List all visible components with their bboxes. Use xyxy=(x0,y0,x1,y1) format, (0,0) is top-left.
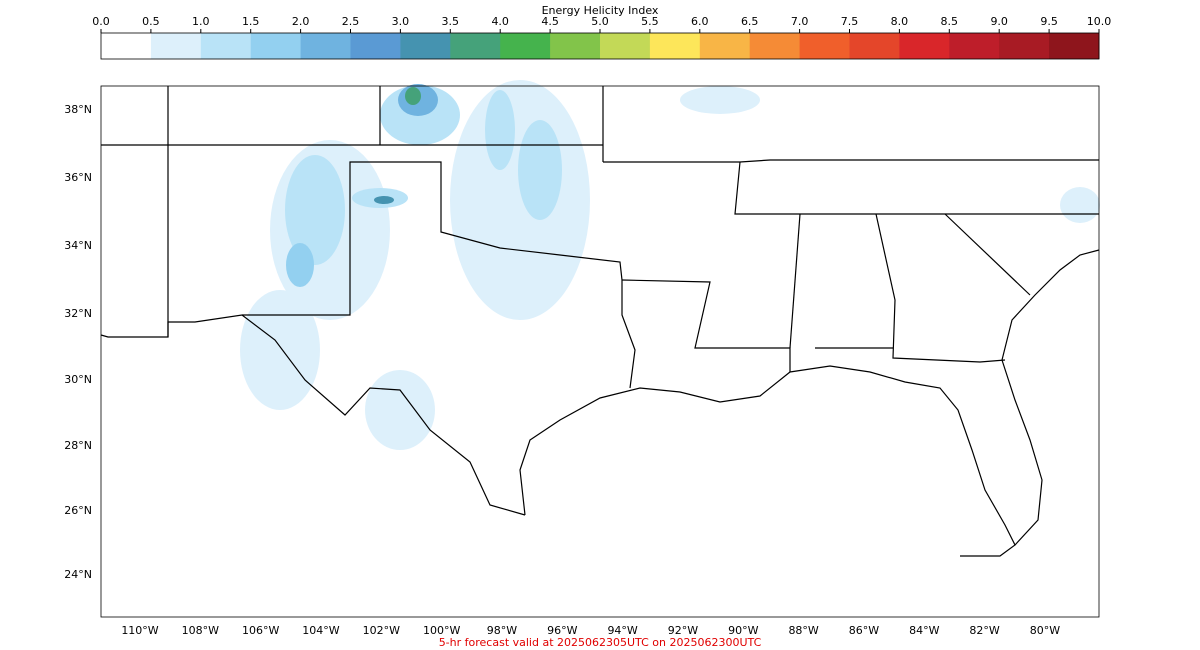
colorbar-title: Energy Helicity Index xyxy=(542,4,659,17)
lon-label: 84°W xyxy=(909,624,939,637)
colorbar-tick-label: 4.0 xyxy=(491,15,509,28)
colorbar-swatch xyxy=(699,33,751,59)
colorbar-tick-label: 9.5 xyxy=(1040,15,1058,28)
lon-label: 96°W xyxy=(547,624,577,637)
field-area xyxy=(285,155,345,265)
field-area xyxy=(680,86,760,114)
lat-label: 28°N xyxy=(64,439,92,452)
lon-label: 92°W xyxy=(668,624,698,637)
colorbar-tick-label: 1.5 xyxy=(242,15,260,28)
colorbar-tick-label: 0.5 xyxy=(142,15,160,28)
colorbar-swatch xyxy=(849,33,900,59)
coastline xyxy=(1001,249,1100,546)
colorbar-tick-label: 2.0 xyxy=(292,15,310,28)
lon-label: 106°W xyxy=(242,624,279,637)
lon-label: 86°W xyxy=(849,624,879,637)
lat-label: 24°N xyxy=(64,568,92,581)
state-border xyxy=(734,161,1099,215)
state-border xyxy=(242,161,636,389)
lon-label: 90°W xyxy=(728,624,758,637)
colorbar-tick-label: 2.5 xyxy=(342,15,360,28)
colorbar-swatch xyxy=(799,33,850,59)
state-border xyxy=(944,213,1031,296)
map-frame xyxy=(100,85,1100,618)
colorbar-tick-label: 1.0 xyxy=(192,15,210,28)
state-border xyxy=(875,213,1006,363)
lat-label: 32°N xyxy=(64,307,92,320)
state-border xyxy=(603,159,1099,163)
lon-label: 98°W xyxy=(487,624,517,637)
colorbar-tick-label: 5.5 xyxy=(641,15,659,28)
colorbar-tick-label: 7.0 xyxy=(791,15,809,28)
state-border xyxy=(789,213,801,349)
footer: 5-hr forecast valid at 2025062305UTC on … xyxy=(439,636,762,649)
borders xyxy=(100,86,1100,557)
lon-label: 100°W xyxy=(423,624,460,637)
colorbar-tick-label: 3.5 xyxy=(442,15,460,28)
field xyxy=(240,80,1100,450)
colorbar-swatch xyxy=(400,33,451,59)
field-area xyxy=(240,290,320,410)
field-area xyxy=(518,120,562,220)
colorbar-swatch xyxy=(999,33,1050,59)
colorbar-tick-label: 5.0 xyxy=(591,15,609,28)
field-area xyxy=(450,80,590,320)
lat-label: 38°N xyxy=(64,103,92,116)
colorbar-swatch xyxy=(500,33,551,59)
colorbar-tick-label: 6.5 xyxy=(741,15,759,28)
colorbar-swatch xyxy=(250,33,302,59)
colorbar-swatch xyxy=(1049,33,1100,59)
lon-label: 80°W xyxy=(1030,624,1060,637)
colorbar-tick-label: 9.0 xyxy=(990,15,1008,28)
colorbar-swatch xyxy=(749,33,801,59)
field-area xyxy=(286,243,314,287)
colorbar-tick-label: 8.5 xyxy=(941,15,959,28)
colorbar-tick-label: 7.5 xyxy=(841,15,859,28)
lon-label: 82°W xyxy=(969,624,999,637)
lon-label: 94°W xyxy=(607,624,637,637)
colorbar-tick-label: 0.0 xyxy=(92,15,110,28)
colorbar-swatch xyxy=(150,33,202,59)
lon-label: 110°W xyxy=(121,624,158,637)
colorbar-swatch xyxy=(600,33,651,59)
colorbar-swatch xyxy=(350,33,401,59)
lon-label: 102°W xyxy=(363,624,400,637)
colorbar-tick-label: 4.5 xyxy=(541,15,559,28)
lon-label: 88°W xyxy=(788,624,818,637)
lon-label: 104°W xyxy=(302,624,339,637)
colorbar-tick-label: 10.0 xyxy=(1087,15,1112,28)
lat-label: 26°N xyxy=(64,504,92,517)
colorbar-swatch xyxy=(200,33,252,59)
colorbar-swatch xyxy=(450,33,501,59)
colorbar-swatch xyxy=(899,33,950,59)
lon-label: 108°W xyxy=(182,624,219,637)
field-area xyxy=(405,87,421,105)
lat-label: 30°N xyxy=(64,373,92,386)
field-area xyxy=(1060,187,1100,223)
colorbar-swatch xyxy=(649,33,701,59)
lat-label: 36°N xyxy=(64,171,92,184)
colorbar-swatch xyxy=(949,33,1000,59)
colorbar-swatch xyxy=(550,33,601,59)
colorbar-tick-label: 6.0 xyxy=(691,15,709,28)
coastline xyxy=(519,365,1016,557)
field-area xyxy=(365,370,435,450)
lat-label: 34°N xyxy=(64,239,92,252)
colorbar-tick-label: 8.0 xyxy=(891,15,909,28)
field-area xyxy=(485,90,515,170)
colorbar-swatch xyxy=(101,33,152,59)
state-border xyxy=(621,279,791,372)
field-area xyxy=(374,196,394,204)
colorbar-tick-label: 3.0 xyxy=(392,15,410,28)
colorbar-swatch xyxy=(300,33,351,59)
